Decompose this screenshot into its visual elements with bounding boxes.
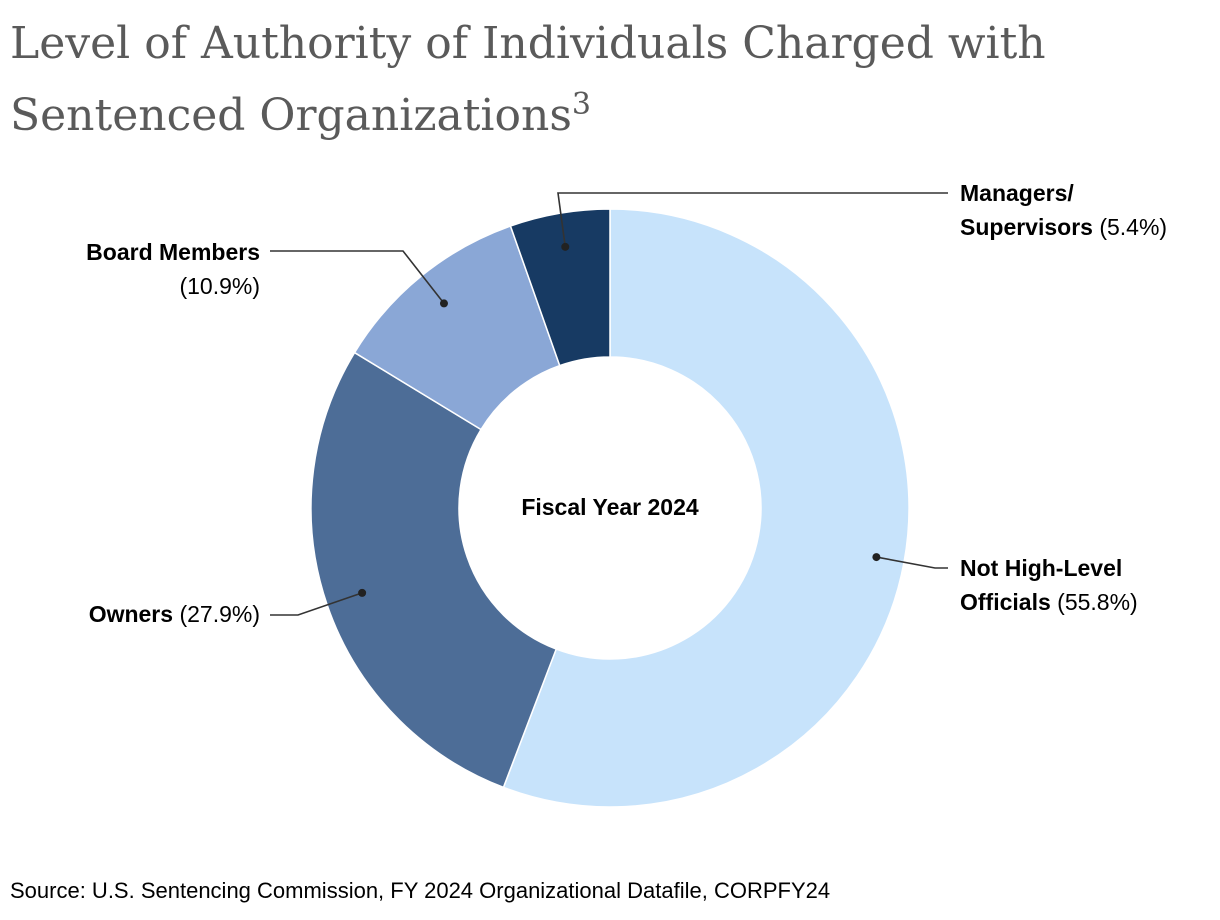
label-owners: Owners (27.9%) [89, 597, 260, 631]
chart-title-text: Level of Authority of Individuals Charge… [10, 18, 1046, 141]
label-managers-pct: (5.4%) [1099, 214, 1168, 240]
label-board-members: Board Members (10.9%) [86, 235, 260, 303]
label-board-name: Board Members [86, 239, 260, 265]
chart-title: Level of Authority of Individuals Charge… [10, 8, 1190, 152]
label-not-high-line2: Officials [960, 589, 1051, 615]
label-owners-pct: (27.9%) [179, 601, 260, 627]
center-label: Fiscal Year 2024 [521, 494, 699, 520]
slice-not-high-level-officials [502, 208, 910, 808]
leader-owners [270, 592, 363, 616]
leader-managers-supervisors-dot [561, 242, 570, 251]
source-note: Source: U.S. Sentencing Commission, FY 2… [10, 878, 831, 903]
leader-board-members-dot [439, 299, 448, 308]
label-not-high-level-officials: Not High-Level Officials (55.8%) [960, 551, 1138, 619]
label-board-pct: (10.9%) [179, 273, 260, 299]
label-not-high-line1: Not High-Level [960, 555, 1123, 581]
leader-not-high-level-officials-dot [872, 553, 881, 562]
leader-managers-supervisors [557, 192, 948, 247]
label-managers-line1: Managers/ [960, 180, 1074, 206]
label-managers-line2: Supervisors [960, 214, 1093, 240]
label-managers-supervisors: Managers/ Supervisors (5.4%) [960, 176, 1167, 244]
leader-lines [270, 192, 948, 616]
leader-board-members [270, 250, 445, 304]
slice-owners [310, 351, 558, 789]
label-owners-name: Owners [88, 601, 174, 627]
leader-owners-dot [358, 588, 367, 597]
label-not-high-pct: (55.8%) [1057, 589, 1138, 615]
donut-slices [310, 208, 910, 808]
leader-not-high-level-officials [876, 556, 948, 569]
title-footnote: 3 [571, 87, 591, 122]
slice-managers-supervisors [509, 208, 611, 367]
